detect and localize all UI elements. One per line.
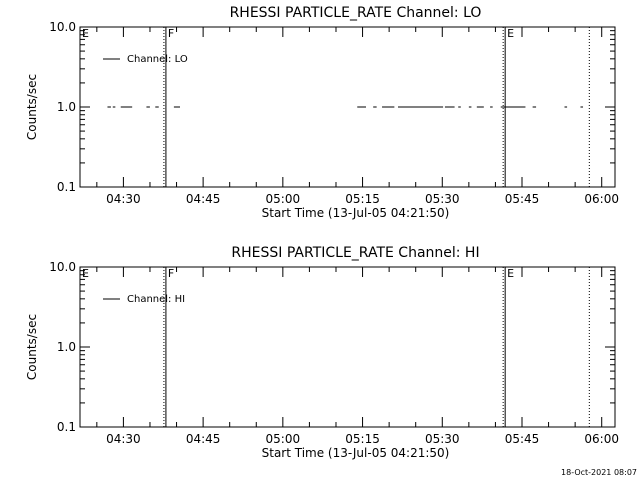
x-tick-label: 04:30	[106, 192, 141, 206]
y-tick-label: 1.0	[57, 340, 76, 354]
x-axis-label: Start Time (13-Jul-05 04:21:50)	[262, 206, 450, 220]
legend: Channel: LO	[103, 54, 188, 65]
chart-panel-2: RHESSI PARTICLE_RATE Channel: HI 10.0 1.0 0…	[25, 245, 619, 460]
x-tick-label: 05:15	[345, 192, 380, 206]
x-tick-label: 05:30	[425, 192, 460, 206]
legend: Channel: HI	[103, 294, 185, 305]
y-tick-label: 0.1	[57, 420, 76, 434]
x-tick-label: 04:45	[186, 192, 221, 206]
x-tick-label: 04:45	[186, 432, 221, 446]
x-tick-label: 05:45	[505, 192, 540, 206]
legend-label: Channel: LO	[127, 54, 188, 65]
chart-title: RHESSI PARTICLE_RATE Channel: HI	[231, 245, 479, 261]
event-marker-label: F	[168, 267, 174, 280]
y-axis-label: Counts/sec	[25, 314, 39, 380]
event-marker-label: E	[82, 27, 89, 40]
timestamp: 18-Oct-2021 08:07	[561, 468, 637, 477]
x-tick-label: 06:00	[584, 432, 619, 446]
x-tick-label: 05:00	[266, 192, 301, 206]
event-marker-label: F	[168, 27, 174, 40]
x-axis-label: Start Time (13-Jul-05 04:21:50)	[262, 446, 450, 460]
x-tick-label: 06:00	[584, 192, 619, 206]
y-tick-label: 10.0	[49, 260, 76, 274]
y-tick-label: 0.1	[57, 180, 76, 194]
x-tick-label: 05:00	[266, 432, 301, 446]
event-marker-label: E	[82, 267, 89, 280]
legend-label: Channel: HI	[127, 294, 185, 305]
chart-title: RHESSI PARTICLE_RATE Channel: LO	[230, 5, 482, 21]
plot-frame	[79, 266, 616, 428]
chart-panel-1: RHESSI PARTICLE_RATE Channel: LO 10.0 1.0 0…	[25, 5, 619, 220]
event-marker-label: E	[507, 27, 514, 40]
event-marker-label: E	[507, 267, 514, 280]
x-tick-label: 05:30	[425, 432, 460, 446]
x-tick-label: 05:45	[505, 432, 540, 446]
x-tick-label: 05:15	[345, 432, 380, 446]
y-axis-label: Counts/sec	[25, 74, 39, 140]
x-tick-label: 04:30	[106, 432, 141, 446]
y-tick-label: 10.0	[49, 20, 76, 34]
y-tick-label: 1.0	[57, 100, 76, 114]
